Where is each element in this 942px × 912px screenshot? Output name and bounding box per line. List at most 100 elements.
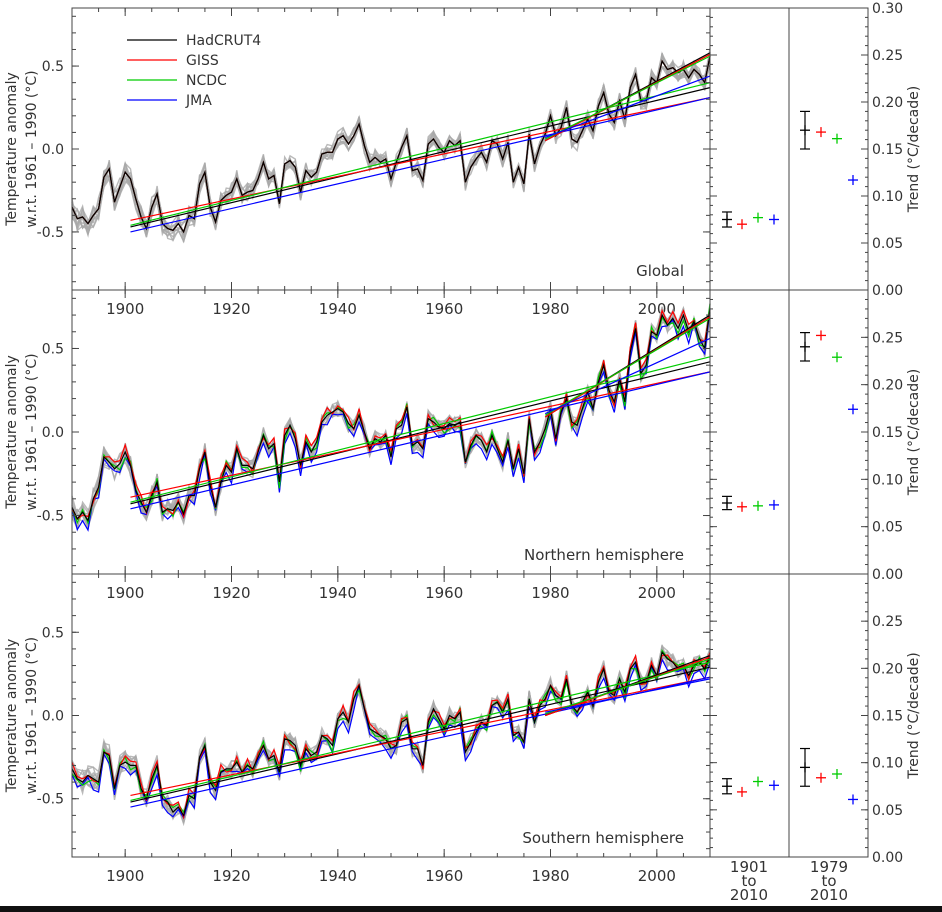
trend-period-label: 2010	[810, 886, 848, 904]
y-axis-label: w.r.t. 1961 – 1990 (°C)	[24, 353, 40, 510]
trend-line-jma	[544, 75, 711, 138]
trend-tick-label: 0.20	[872, 661, 903, 677]
ensemble-line	[71, 59, 711, 238]
legend-label-jma: JMA	[185, 93, 212, 109]
trend-tick-label: 0.05	[872, 803, 903, 819]
series-ncdc	[71, 303, 711, 525]
trend-tick-label: 0.10	[872, 472, 903, 488]
trend-line-ncdc	[130, 356, 711, 503]
panel-frame	[71, 573, 711, 858]
trend-tick-label: 0.20	[872, 378, 903, 394]
trend-line-hadcrut4	[130, 87, 711, 228]
x-tick-label: 1940	[319, 584, 357, 602]
panel-frame	[71, 7, 711, 291]
y-tick-label: 0.0	[42, 142, 64, 158]
ensemble-line	[71, 307, 711, 527]
trend-line-ncdc	[130, 82, 711, 226]
trend-tick-label: 0.25	[872, 330, 903, 346]
panel-1: -0.5 0.0 0.5 1900 1920 1940 1960 1980 2000 Temper…	[4, 289, 922, 602]
panel-frame	[71, 289, 711, 575]
trend-line-giss	[130, 371, 711, 498]
ensemble-line	[71, 308, 711, 530]
legend-label-hadcrut4: HadCRUT4	[186, 33, 261, 49]
legend-label-giss: GISS	[186, 53, 219, 69]
x-tick-label: 1920	[212, 584, 250, 602]
panel-label: Northern hemisphere	[524, 546, 684, 564]
trend-period-label: 2010	[730, 886, 768, 904]
trend-line-hadcrut4	[130, 666, 711, 803]
trend-tick-label: 0.00	[872, 283, 903, 299]
trend-line-ncdc	[130, 661, 711, 801]
x-tick-label: 1980	[531, 867, 569, 885]
x-tick-label: 1900	[106, 584, 144, 602]
bottom-strip	[0, 906, 942, 912]
y-tick-label: 0.5	[42, 59, 64, 75]
trend-tick-label: 0.25	[872, 614, 903, 630]
trend-line-giss	[130, 96, 711, 221]
panel-label: Global	[636, 262, 684, 280]
x-tick-label: 1960	[425, 300, 463, 318]
ensemble-line	[71, 311, 711, 531]
trend-tick-label: 0.30	[872, 1, 903, 17]
series-jma	[71, 55, 711, 234]
x-tick-label: 2000	[638, 867, 676, 885]
trend-tick-label: 0.05	[872, 236, 903, 252]
trend-tick-label: 0.15	[872, 142, 903, 158]
trend-axis-label: Trend (°C/decade)	[906, 86, 922, 213]
panel-label: Southern hemisphere	[522, 829, 684, 847]
trend-tick-label: 0.05	[872, 520, 903, 536]
trend-tick-label: 0.10	[872, 189, 903, 205]
ensemble-line	[71, 312, 711, 531]
trend-line-jma	[544, 337, 711, 415]
trend-tick-label: 0.15	[872, 709, 903, 725]
trend-line-ncdc	[544, 55, 711, 140]
trend-period-label: to	[821, 872, 836, 890]
trend-tick-label: 0.10	[872, 756, 903, 772]
y-tick-label: 0.0	[42, 425, 64, 441]
trend-tick-label: 0.00	[872, 567, 903, 583]
ensemble-line	[71, 48, 711, 238]
ensemble-line	[71, 51, 711, 237]
trend-tick-label: 0.00	[872, 850, 903, 866]
ensemble-line	[71, 52, 711, 243]
y-tick-label: 0.0	[42, 709, 64, 725]
y-tick-label: 0.5	[42, 341, 64, 357]
x-tick-label: 1920	[212, 867, 250, 885]
x-tick-label: 2000	[638, 584, 676, 602]
trend-line-hadcrut4	[130, 361, 711, 505]
trend-line-giss	[130, 676, 711, 796]
ensemble-line	[71, 653, 711, 817]
x-tick-label: 1980	[531, 584, 569, 602]
trend-axis-label: Trend (°C/decade)	[906, 652, 922, 779]
ensemble-line	[71, 306, 711, 522]
panel-2: -0.5 0.0 0.5 1900 1920 1940 1960 1980 2000 Temper…	[4, 573, 922, 885]
x-tick-label: 1900	[106, 867, 144, 885]
trend-tick-label: 0.15	[872, 425, 903, 441]
y-tick-label: -0.5	[37, 509, 64, 525]
ensemble-line	[71, 303, 711, 531]
ensemble-line	[71, 654, 711, 815]
ensemble-line	[71, 311, 711, 531]
y-axis-label: Temperature anomaly	[4, 355, 20, 510]
ensemble-line	[71, 54, 711, 241]
x-tick-label: 1980	[531, 300, 569, 318]
x-tick-label: 1940	[319, 300, 357, 318]
trend-period-label: to	[741, 872, 756, 890]
trend-period-label: 1979	[810, 858, 848, 876]
series-hadcrut4	[71, 308, 711, 522]
ensemble-line	[71, 55, 711, 244]
ensemble-line	[71, 309, 711, 533]
series-jma	[71, 657, 711, 820]
ensemble-line	[71, 53, 711, 244]
y-tick-label: -0.5	[37, 792, 64, 808]
x-tick-label: 1960	[425, 584, 463, 602]
trend-axis-label: Trend (°C/decade)	[906, 369, 922, 496]
series-giss	[71, 55, 711, 234]
y-axis-label: Temperature anomaly	[4, 639, 20, 794]
y-axis-label: Temperature anomaly	[4, 72, 20, 227]
series-ncdc	[71, 55, 711, 234]
y-axis-label: w.r.t. 1961 – 1990 (°C)	[24, 637, 40, 794]
ensemble-line	[71, 309, 711, 529]
trend-tick-label: 0.25	[872, 48, 903, 64]
